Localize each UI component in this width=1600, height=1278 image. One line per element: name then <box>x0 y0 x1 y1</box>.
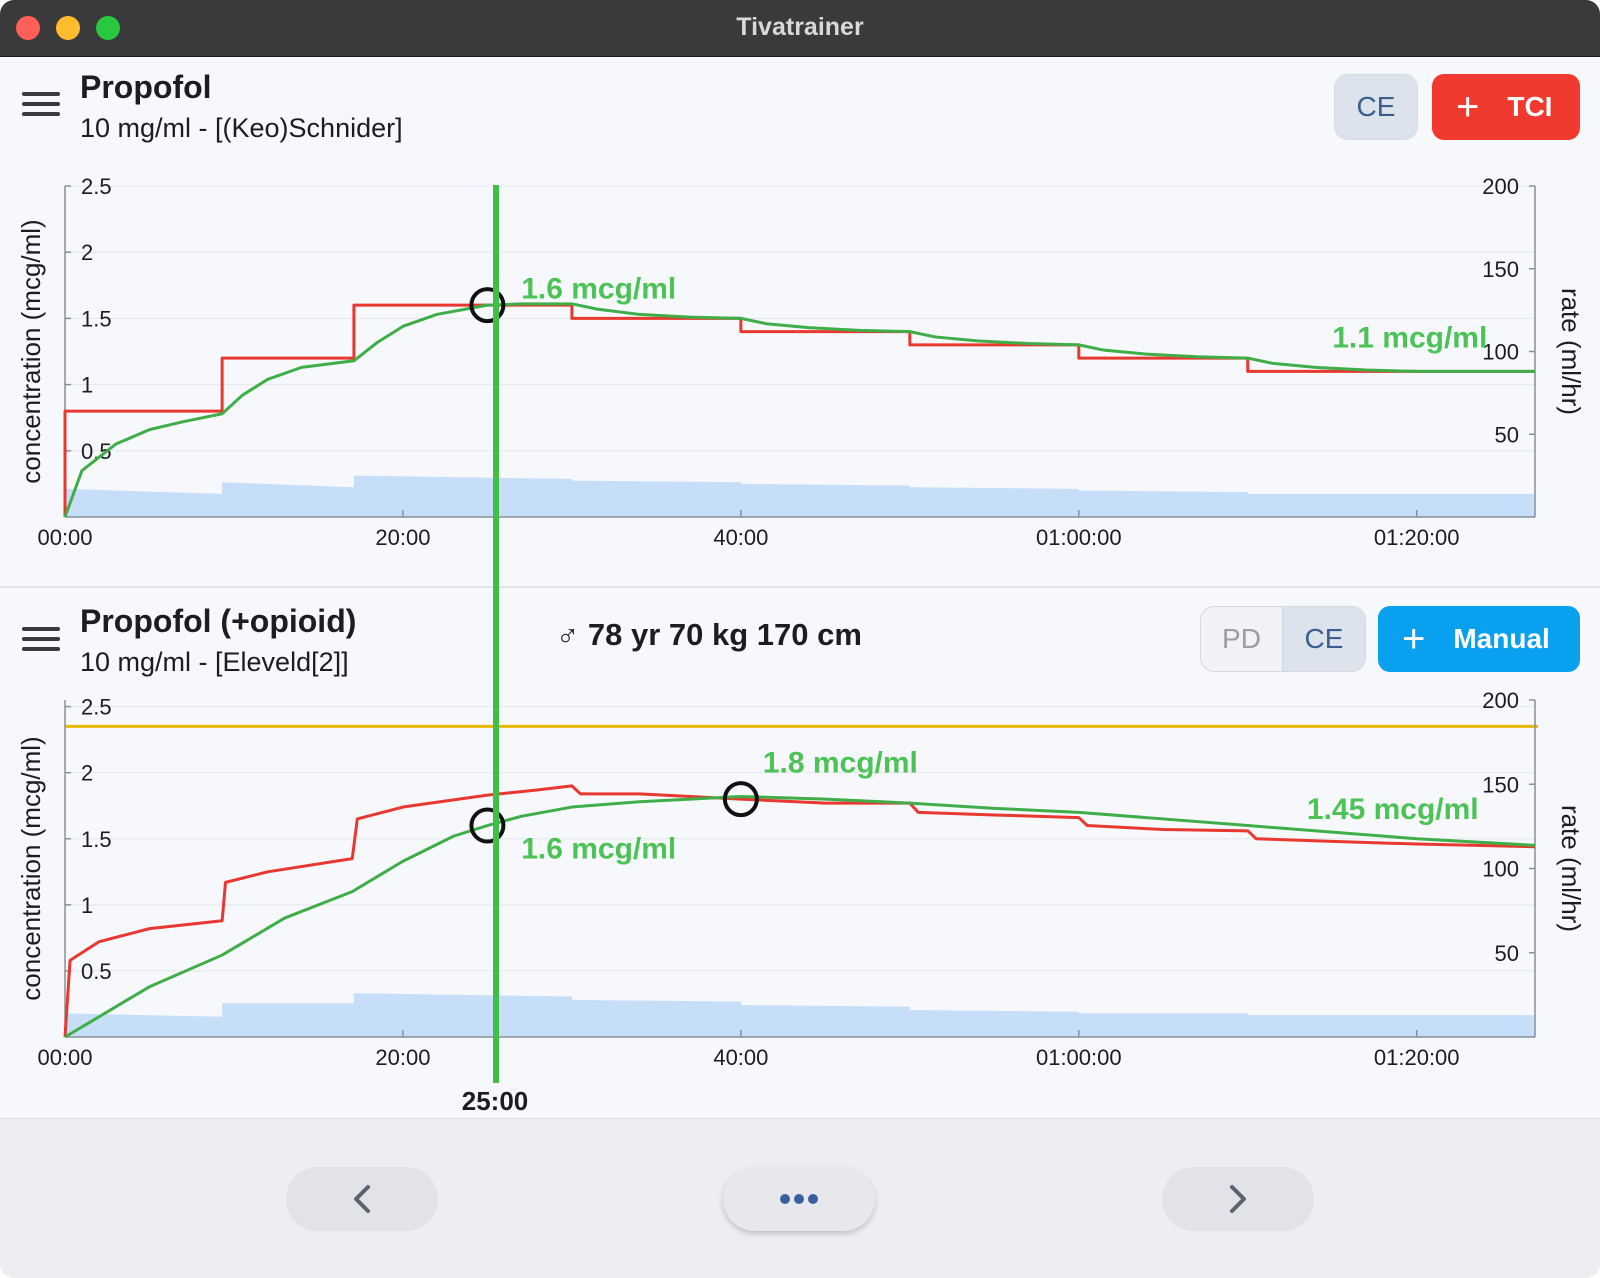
y-tick-label: 1.5 <box>81 827 112 852</box>
y2-tick-label: 50 <box>1495 941 1519 966</box>
y-tick-label: 1 <box>81 893 93 918</box>
y2-tick-label: 100 <box>1482 340 1519 365</box>
x-tick-label: 01:20:00 <box>1374 525 1460 550</box>
patient-info: ♂ 78 yr 70 kg 170 cm <box>556 617 862 652</box>
zoom-window-button[interactable] <box>96 16 120 40</box>
x-tick-label: 20:00 <box>375 525 430 550</box>
y2-tick-label: 200 <box>1482 688 1519 713</box>
y2-tick-label: 100 <box>1482 857 1519 882</box>
hamburger-menu-icon[interactable] <box>22 92 60 118</box>
x-tick-label: 40:00 <box>713 525 768 550</box>
plus-icon: + <box>1456 85 1480 129</box>
close-window-button[interactable] <box>16 16 40 40</box>
y2-tick-label: 50 <box>1495 422 1519 447</box>
y-tick-label: 2 <box>81 761 93 786</box>
effect-site-line <box>63 302 1535 518</box>
concentration-annotation: 1.45 mcg/ml <box>1307 793 1479 826</box>
infusion-rate-area <box>65 475 1535 517</box>
drug-subtitle: 10 mg/ml - [Eleveld[2]] <box>80 647 349 677</box>
x-tick-label: 00:00 <box>37 525 92 550</box>
y-axis-title: concentration (mcg/ml) <box>16 736 46 1000</box>
title-bar: Tivatrainer <box>0 0 1600 57</box>
x-tick-label: 01:00:00 <box>1036 1045 1122 1070</box>
drug-panel-propofol: Propofol 10 mg/ml - [(Keo)Schnider] CE +… <box>0 57 1600 588</box>
plasma-line <box>63 784 1536 1038</box>
minimize-window-button[interactable] <box>56 16 80 40</box>
x-tick-label: 00:00 <box>37 1045 92 1070</box>
concentration-chart-2: 0.5 1 1.5 2 2.5 50 100 150 200 00:00 20:00 40:00 01:… <box>16 688 1586 1070</box>
view-mode-segmented-control: CE <box>1334 74 1418 140</box>
pd-mode-button[interactable]: PD <box>1222 623 1261 654</box>
infusion-rate-area <box>65 993 1535 1037</box>
manual-button-label: Manual <box>1453 623 1550 654</box>
concentration-annotation: 1.6 mcg/ml <box>521 273 676 306</box>
next-button[interactable] <box>1162 1167 1314 1231</box>
concentration-annotation: 1.6 mcg/ml <box>521 833 676 866</box>
view-mode-segmented-control: PD CE <box>1200 606 1366 672</box>
chevron-left-icon <box>354 1185 370 1213</box>
concentration-marker <box>722 781 759 818</box>
x-tick-label: 20:00 <box>375 1045 430 1070</box>
y-tick-label: 1.5 <box>81 306 112 331</box>
x-tick-label: 40:00 <box>713 1045 768 1070</box>
y-tick-label: 2.5 <box>81 174 112 199</box>
y-axis-title: concentration (mcg/ml) <box>16 219 46 483</box>
y2-tick-label: 200 <box>1482 174 1519 199</box>
drug-title: Propofol <box>80 69 212 105</box>
manual-button[interactable]: + Manual <box>1378 606 1580 672</box>
previous-button[interactable] <box>286 1167 438 1231</box>
y-tick-label: 1 <box>81 373 93 398</box>
y2-tick-label: 150 <box>1482 257 1519 282</box>
y-tick-label: 2 <box>81 240 93 265</box>
concentration-marker <box>469 287 506 324</box>
chevron-right-icon <box>1230 1185 1246 1213</box>
concentration-annotation: 1.8 mcg/ml <box>763 747 918 780</box>
ellipsis-icon <box>780 1194 818 1204</box>
hamburger-menu-icon[interactable] <box>22 627 60 653</box>
x-tick-label: 01:00:00 <box>1036 525 1122 550</box>
concentration-annotation: 1.1 mcg/ml <box>1332 322 1487 355</box>
drug-subtitle: 10 mg/ml - [(Keo)Schnider] <box>80 113 403 143</box>
tci-button[interactable]: + TCI <box>1432 74 1580 140</box>
y-tick-label: 0.5 <box>81 959 112 984</box>
y2-axis-title: rate (ml/hr) <box>1556 288 1586 415</box>
tci-button-label: TCI <box>1507 91 1553 122</box>
effect-site-line <box>64 794 1536 1039</box>
concentration-marker <box>469 807 506 844</box>
plus-icon: + <box>1402 617 1426 661</box>
drug-panel-propofol-opioid: Propofol (+opioid) 10 mg/ml - [Eleveld[2… <box>0 589 1600 1117</box>
y-tick-label: 2.5 <box>81 695 112 720</box>
y2-axis-title: rate (ml/hr) <box>1556 805 1586 932</box>
y2-tick-label: 150 <box>1482 772 1519 797</box>
time-cursor-label: 25:00 <box>461 1086 529 1116</box>
more-options-button[interactable] <box>723 1167 875 1231</box>
bottom-toolbar <box>0 1118 1600 1278</box>
ce-mode-button[interactable]: CE <box>1282 607 1365 671</box>
window-title: Tivatrainer <box>736 13 864 41</box>
drug-title: Propofol (+opioid) <box>80 603 357 639</box>
time-cursor-line[interactable] <box>493 185 499 1083</box>
ce-mode-button[interactable]: CE <box>1335 75 1417 139</box>
x-tick-label: 01:20:00 <box>1374 1045 1460 1070</box>
